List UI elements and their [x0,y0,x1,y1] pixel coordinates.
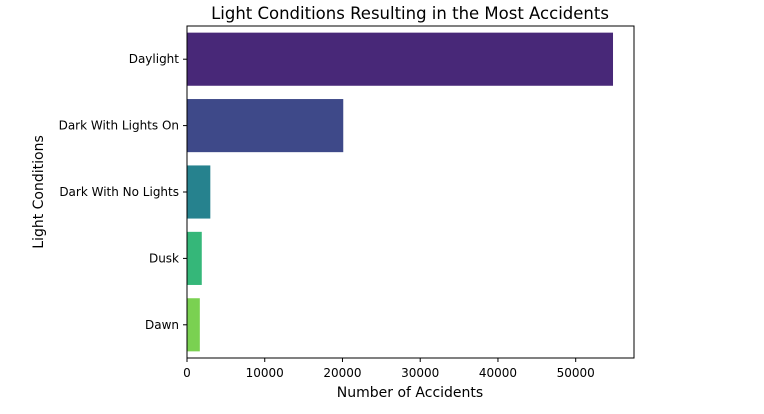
y-tick-label: Dusk [149,251,179,265]
y-tick-label: Dawn [145,318,179,332]
bar-dark-with-no-lights [187,165,211,219]
chart-title: Light Conditions Resulting in the Most A… [211,4,609,23]
x-tick-label: 50000 [557,366,595,380]
x-tick-label: 0 [183,366,191,380]
x-tick-label: 40000 [479,366,517,380]
x-tick-label: 10000 [246,366,284,380]
x-axis: 0 10000 20000 30000 40000 50000 [183,358,595,380]
y-tick-label: Daylight [129,52,180,66]
y-tick-label: Dark With No Lights [59,185,179,199]
y-tick-label: Dark With Lights On [59,119,179,133]
bars-group [187,32,614,352]
bar-dawn [187,298,200,352]
x-tick-label: 30000 [401,366,439,380]
x-tick-label: 20000 [323,366,361,380]
y-axis-title: Light Conditions [31,135,47,249]
x-axis-title: Number of Accidents [337,385,483,401]
bar-daylight [187,32,614,86]
y-axis: Daylight Dark With Lights On Dark With No … [59,52,187,332]
bar-dark-with-lights-on [187,99,344,153]
bar-dusk [187,231,202,285]
